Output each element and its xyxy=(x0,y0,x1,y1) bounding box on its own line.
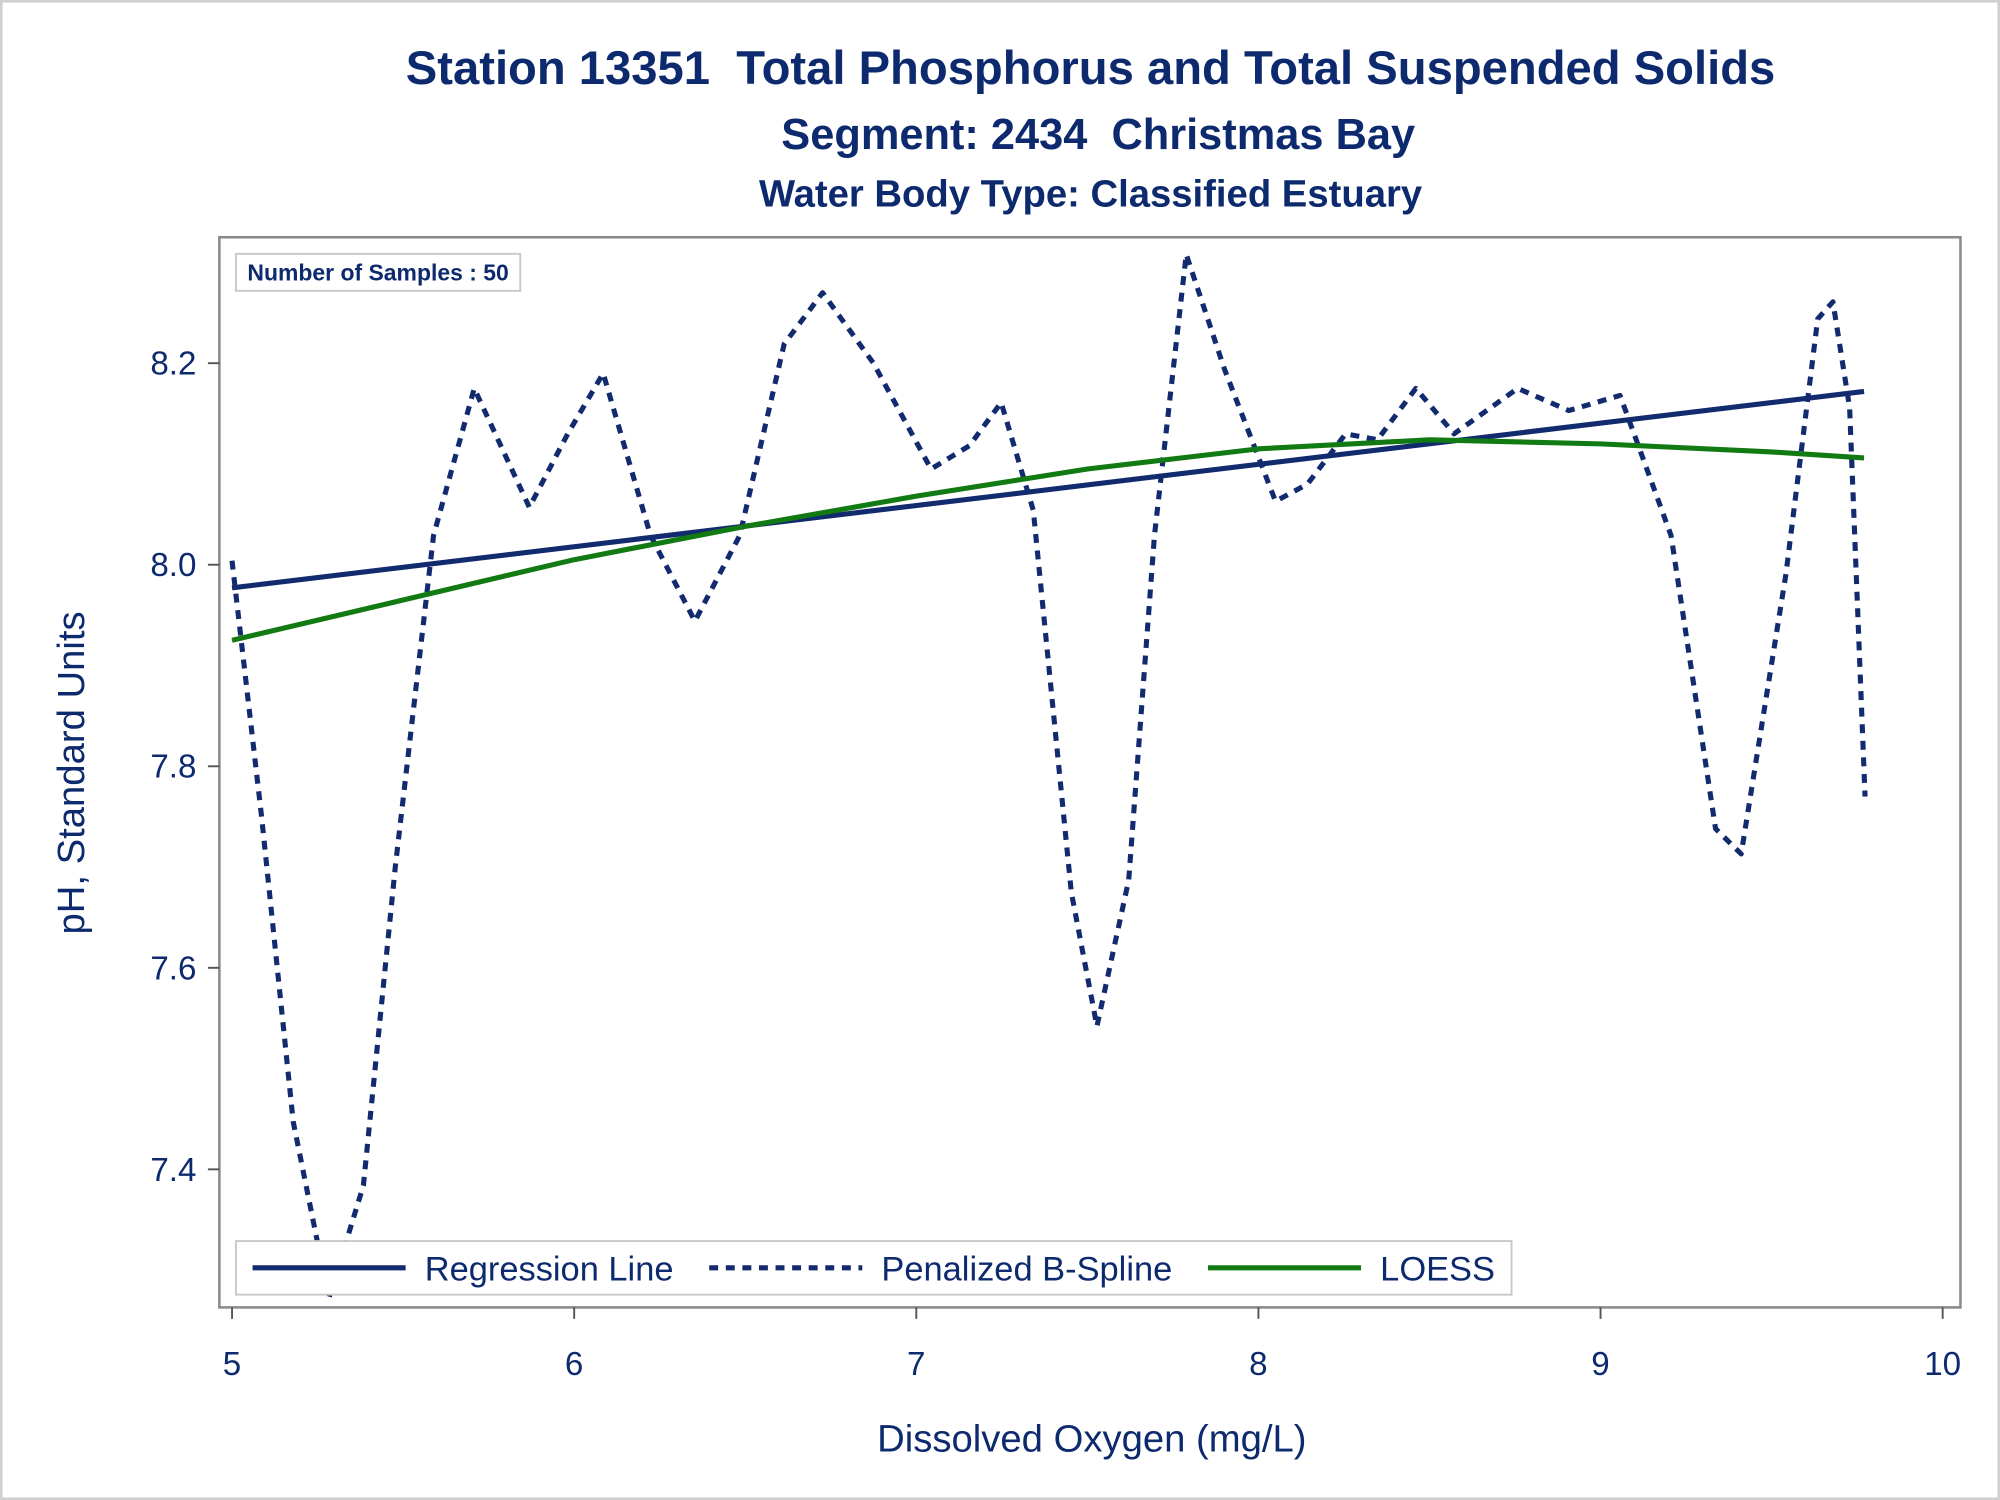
x-tick-label: 5 xyxy=(223,1346,241,1383)
x-tick-label: 8 xyxy=(1249,1346,1267,1383)
chart-subtitle: Segment: 2434 Christmas Bay xyxy=(781,111,1415,159)
y-axis-label: pH, Standard Units xyxy=(50,611,93,934)
y-tick-label: 8.0 xyxy=(150,547,196,584)
annotation: Number of Samples : 50 xyxy=(247,260,508,286)
chart-title: Station 13351 Total Phosphorus and Total… xyxy=(406,42,1775,95)
legend-label: Regression Line xyxy=(425,1251,674,1289)
x-tick-label: 9 xyxy=(1591,1346,1609,1383)
y-tick-label: 8.2 xyxy=(150,346,196,383)
y-tick-label: 7.6 xyxy=(150,950,196,987)
plot-frame xyxy=(218,235,1962,1309)
y-tick-label: 7.4 xyxy=(150,1152,196,1189)
legend-label: LOESS xyxy=(1380,1251,1495,1289)
annotation-box xyxy=(235,252,522,292)
x-tick-label: 7 xyxy=(907,1346,925,1383)
x-tick-label: 10 xyxy=(1924,1346,1961,1383)
chart-subtitle: Water Body Type: Classified Estuary xyxy=(759,173,1423,216)
series-line xyxy=(231,437,1865,643)
y-tick-label: 7.8 xyxy=(150,749,196,786)
x-tick-label: 6 xyxy=(565,1346,583,1383)
legend-label: Penalized B-Spline xyxy=(881,1251,1172,1289)
series-line xyxy=(231,388,1865,591)
x-axis-label: Dissolved Oxygen (mg/L) xyxy=(877,1418,1306,1461)
